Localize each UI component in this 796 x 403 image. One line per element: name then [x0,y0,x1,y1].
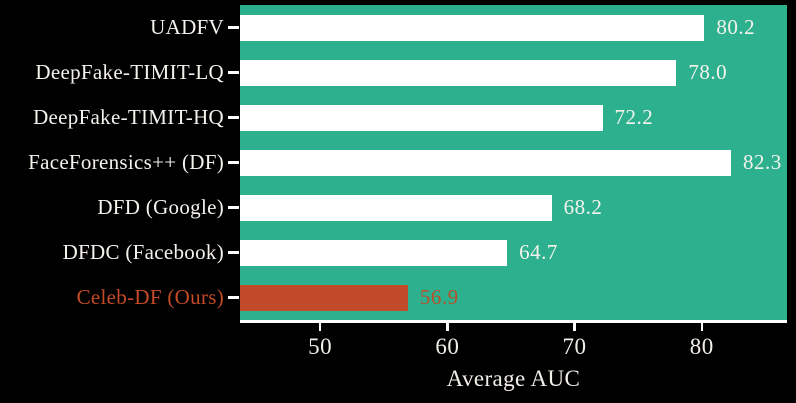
y-tick [228,95,239,140]
bar-default [240,239,508,266]
x-axis-title: Average AUC [446,366,581,391]
value-label: 78.0 [688,60,728,84]
y-tick [228,230,239,275]
category-label: FaceForensics++ (DF) [28,150,224,174]
bar-row: 72.2 [240,95,787,140]
plot-area: 80.2 78.0 72.2 82.3 68.2 64.7 56.9 [240,5,787,323]
value-label: 56.9 [419,285,459,309]
value-label: 72.2 [614,105,654,129]
x-axis-ticks: 50 60 70 80 [240,320,787,380]
y-tick-mark [228,251,239,254]
bar-row: 68.2 [240,185,787,230]
x-tick-label: 80 [689,334,714,359]
category-label: UADFV [150,15,224,39]
bar-default [240,104,603,131]
bar-row: 78.0 [240,50,787,95]
y-tick [228,140,239,185]
bar-default [240,149,732,176]
category-label: DeepFake-TIMIT-LQ [35,60,224,84]
x-tick-mark [318,320,322,331]
bar-row: 64.7 [240,230,787,275]
x-tick-label: 70 [562,334,587,359]
y-tick [228,185,239,230]
x-tick-mark [573,320,576,331]
y-axis-labels: UADFV DeepFake-TIMIT-LQ DeepFake-TIMIT-HQ F… [0,5,224,320]
x-tick-label: 50 [308,334,333,359]
category-label: DeepFake-TIMIT-HQ [33,105,224,129]
x-tick-mark [700,320,704,331]
category-label: DFD (Google) [97,195,224,219]
y-tick-mark [228,71,239,74]
x-tick-mark [446,320,449,331]
bar-default [240,14,705,41]
x-tick-label: 60 [435,334,460,359]
bar-default [240,59,677,86]
bar-highlight [240,284,408,311]
y-tick [228,275,239,320]
value-label: 68.2 [563,195,603,219]
y-tick [228,5,239,50]
y-tick-mark [228,26,239,29]
y-tick-mark [228,116,239,119]
y-tick-mark [228,206,239,209]
value-label: 80.2 [716,15,756,39]
y-axis-ticks [228,5,239,320]
x-tick: 80 [690,320,714,360]
category-label: Celeb-DF (Ours) [76,285,224,309]
x-tick: 70 [563,320,587,360]
bar-row: 80.2 [240,5,787,50]
value-label: 64.7 [519,240,558,264]
value-label: 82.3 [743,150,782,174]
y-tick-mark [228,296,239,299]
y-tick [228,50,239,95]
category-label: DFDC (Facebook) [62,240,224,264]
y-tick-mark [228,161,239,164]
bar-default [240,194,552,221]
bar-row: 56.9 [240,275,787,320]
bar-row: 82.3 [240,140,787,185]
x-tick: 60 [435,320,459,360]
x-tick: 50 [308,320,332,360]
